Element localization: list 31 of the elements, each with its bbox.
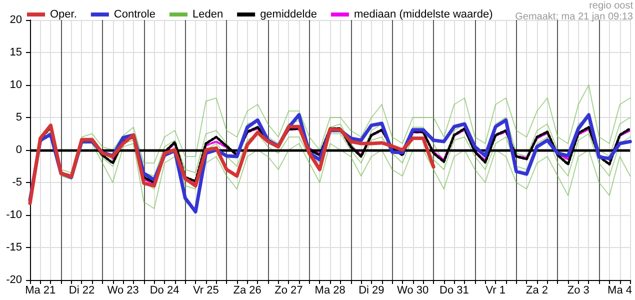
y-tick-label: -20: [6, 274, 22, 286]
y-tick-label: -15: [6, 242, 22, 254]
x-tick-label: Do 31: [440, 284, 469, 296]
y-tick-label: 0: [16, 144, 22, 156]
legend-label: mediaan (middelste waarde): [354, 8, 493, 20]
x-tick-label: Ma 28: [314, 284, 346, 296]
x-tick-label: Di 29: [358, 284, 384, 296]
legend-label: Oper.: [50, 8, 77, 20]
x-tick-label: Ma 4: [608, 284, 632, 296]
x-tick-label: Wo 30: [397, 284, 429, 296]
x-tick-label: Zo 27: [274, 284, 303, 296]
x-tick-label: Vr 1: [486, 284, 506, 296]
y-tick-label: 10: [10, 79, 22, 91]
y-tick-label: -5: [12, 176, 22, 188]
x-tick-label: Vr 25: [192, 284, 219, 296]
x-tick-label: Za 26: [233, 284, 262, 296]
legend-label: Leden: [192, 8, 224, 20]
x-tick-label: Za 2: [526, 284, 548, 296]
y-tick-label: 15: [10, 46, 22, 58]
text: regio oost: [589, 0, 634, 12]
legend-label: Controle: [114, 8, 156, 20]
annotation: Gemaakt: ma 21 jan 09:13: [515, 12, 634, 22]
y-tick-label: -10: [6, 209, 22, 221]
y-tick-label: 5: [16, 112, 22, 124]
x-tick-label: Wo 23: [107, 284, 139, 296]
y-tick-label: 20: [10, 14, 22, 26]
x-tick-label: Zo 3: [567, 284, 590, 296]
x-tick-label: Do 24: [150, 284, 180, 296]
x-tick-label: Di 22: [68, 284, 95, 296]
legend-label: gemiddelde: [260, 8, 317, 20]
x-tick-label: Ma 21: [25, 284, 56, 296]
